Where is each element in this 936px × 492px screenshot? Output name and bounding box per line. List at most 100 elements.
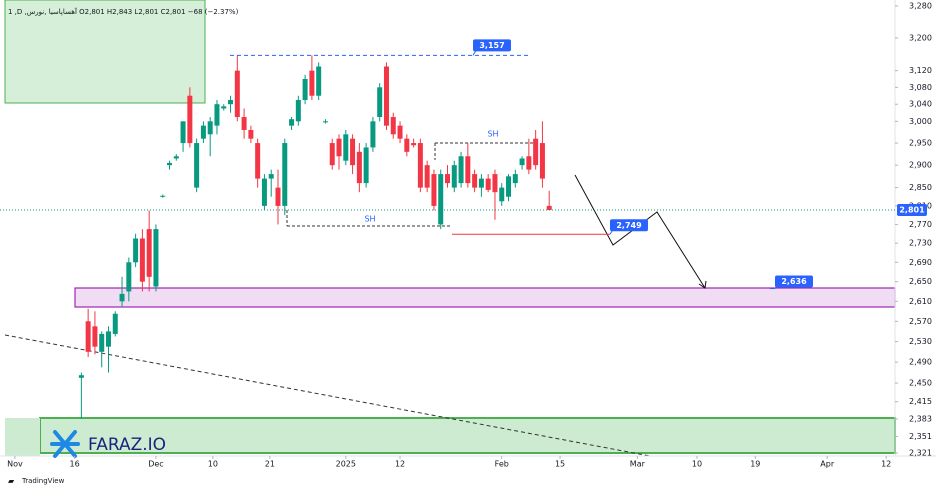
watermark: FARAZ.IO (50, 430, 166, 458)
y-tick-label: 2,383 (909, 414, 932, 423)
level-box (473, 39, 511, 52)
y-tick-label: 2,850 (909, 183, 932, 192)
x-tick-label: 10 (208, 460, 218, 469)
candle-body (336, 138, 342, 157)
x-tick-label: 12 (881, 460, 891, 469)
logo (50, 430, 80, 458)
candle-body (451, 165, 457, 188)
x-tick-label: 21 (265, 460, 275, 469)
candle-body (343, 134, 349, 161)
candle-body (139, 238, 145, 282)
candle-body (241, 117, 247, 130)
candle-body (302, 78, 308, 100)
candle-body (404, 138, 410, 152)
candle-body (316, 66, 322, 96)
candle-body (214, 104, 220, 126)
y-tick-label: 3,120 (909, 66, 932, 75)
level-box (775, 275, 813, 288)
y-tick-label: 2,490 (909, 358, 932, 367)
y-tick-label: 2,570 (909, 317, 932, 326)
projection-arrow (574, 174, 706, 289)
y-tick-label: 2,351 (909, 432, 932, 441)
candle-body (356, 151, 362, 184)
candle-body (200, 125, 206, 139)
candle-body (519, 158, 525, 166)
candle-body (295, 99, 301, 122)
level-label: 2,636 (781, 277, 807, 286)
y-tick-label: 2,730 (909, 239, 932, 248)
x-tick-label: Dec (148, 460, 163, 469)
candle-body (92, 326, 98, 347)
candle-body (309, 70, 315, 96)
y-tick-label: 2,650 (909, 277, 932, 286)
y-tick-label: 2,770 (909, 220, 932, 229)
swing-label: SH (364, 215, 375, 224)
candle-body (431, 174, 437, 206)
candle-body (167, 162, 173, 166)
candle-body (411, 143, 417, 146)
demand-zone (5, 418, 40, 456)
candle-body (146, 229, 152, 277)
candle-body (445, 174, 450, 184)
x-tick-label: 10 (692, 460, 702, 469)
x-tick-label: 2025 (336, 460, 356, 469)
candle-body (377, 87, 383, 118)
candle-body (506, 176, 512, 197)
x-tick-label: 16 (69, 460, 79, 469)
candle-body (268, 174, 274, 179)
candle-body (397, 125, 403, 139)
candle-body (187, 95, 193, 144)
footer: TradingView (21, 477, 65, 485)
candle-body (499, 187, 505, 202)
candle-body (194, 143, 200, 188)
candle-body (363, 147, 369, 184)
candle-body (78, 375, 84, 378)
y-tick-label: 3,040 (909, 100, 932, 109)
candle-body (472, 174, 478, 188)
level-box (610, 219, 648, 232)
y-tick-label: 2,610 (909, 297, 932, 306)
x-tick-label: Mar (630, 460, 646, 469)
candle-body (485, 178, 491, 190)
candle-body (539, 143, 545, 179)
candle-body (160, 195, 166, 197)
candle-body (173, 156, 179, 159)
last-price-label: 2,801 (899, 206, 925, 215)
y-tick-label: 3,080 (909, 83, 932, 92)
candle-body (153, 229, 159, 287)
candle-body (119, 293, 125, 302)
candle-body (329, 143, 335, 166)
x-tick-label: Nov (7, 460, 23, 469)
x-tick-label: Apr (820, 460, 835, 469)
candle-body (289, 119, 295, 126)
candle-body (275, 187, 281, 206)
candle-body (133, 238, 139, 263)
candle-body (383, 66, 389, 126)
candle-body (492, 174, 498, 193)
candle-body (512, 174, 518, 184)
demand-zone (4, 0, 206, 104)
watermark-text: FARAZ.IO (88, 435, 166, 455)
y-tick-label: 2,950 (909, 139, 932, 148)
candle-body (417, 143, 423, 188)
candle-body (370, 121, 376, 148)
demand-zone (39, 417, 896, 454)
candle-body (221, 106, 227, 109)
candle-body (533, 138, 539, 166)
candle-body (390, 117, 396, 135)
candle-body (248, 129, 254, 139)
x-tick-label: 15 (555, 460, 565, 469)
x-tick-label: 12 (395, 460, 405, 469)
y-tick-label: 2,415 (909, 397, 932, 406)
candle-body (322, 121, 328, 123)
candle-body (207, 121, 213, 135)
candle-body (526, 156, 532, 170)
candle-body (282, 143, 288, 206)
candle-body (112, 313, 118, 334)
y-tick-label: 2,530 (909, 337, 932, 346)
candle-body (99, 333, 105, 352)
candle-body (105, 331, 111, 347)
level-label: 3,157 (479, 41, 504, 50)
candle-body (350, 138, 356, 166)
